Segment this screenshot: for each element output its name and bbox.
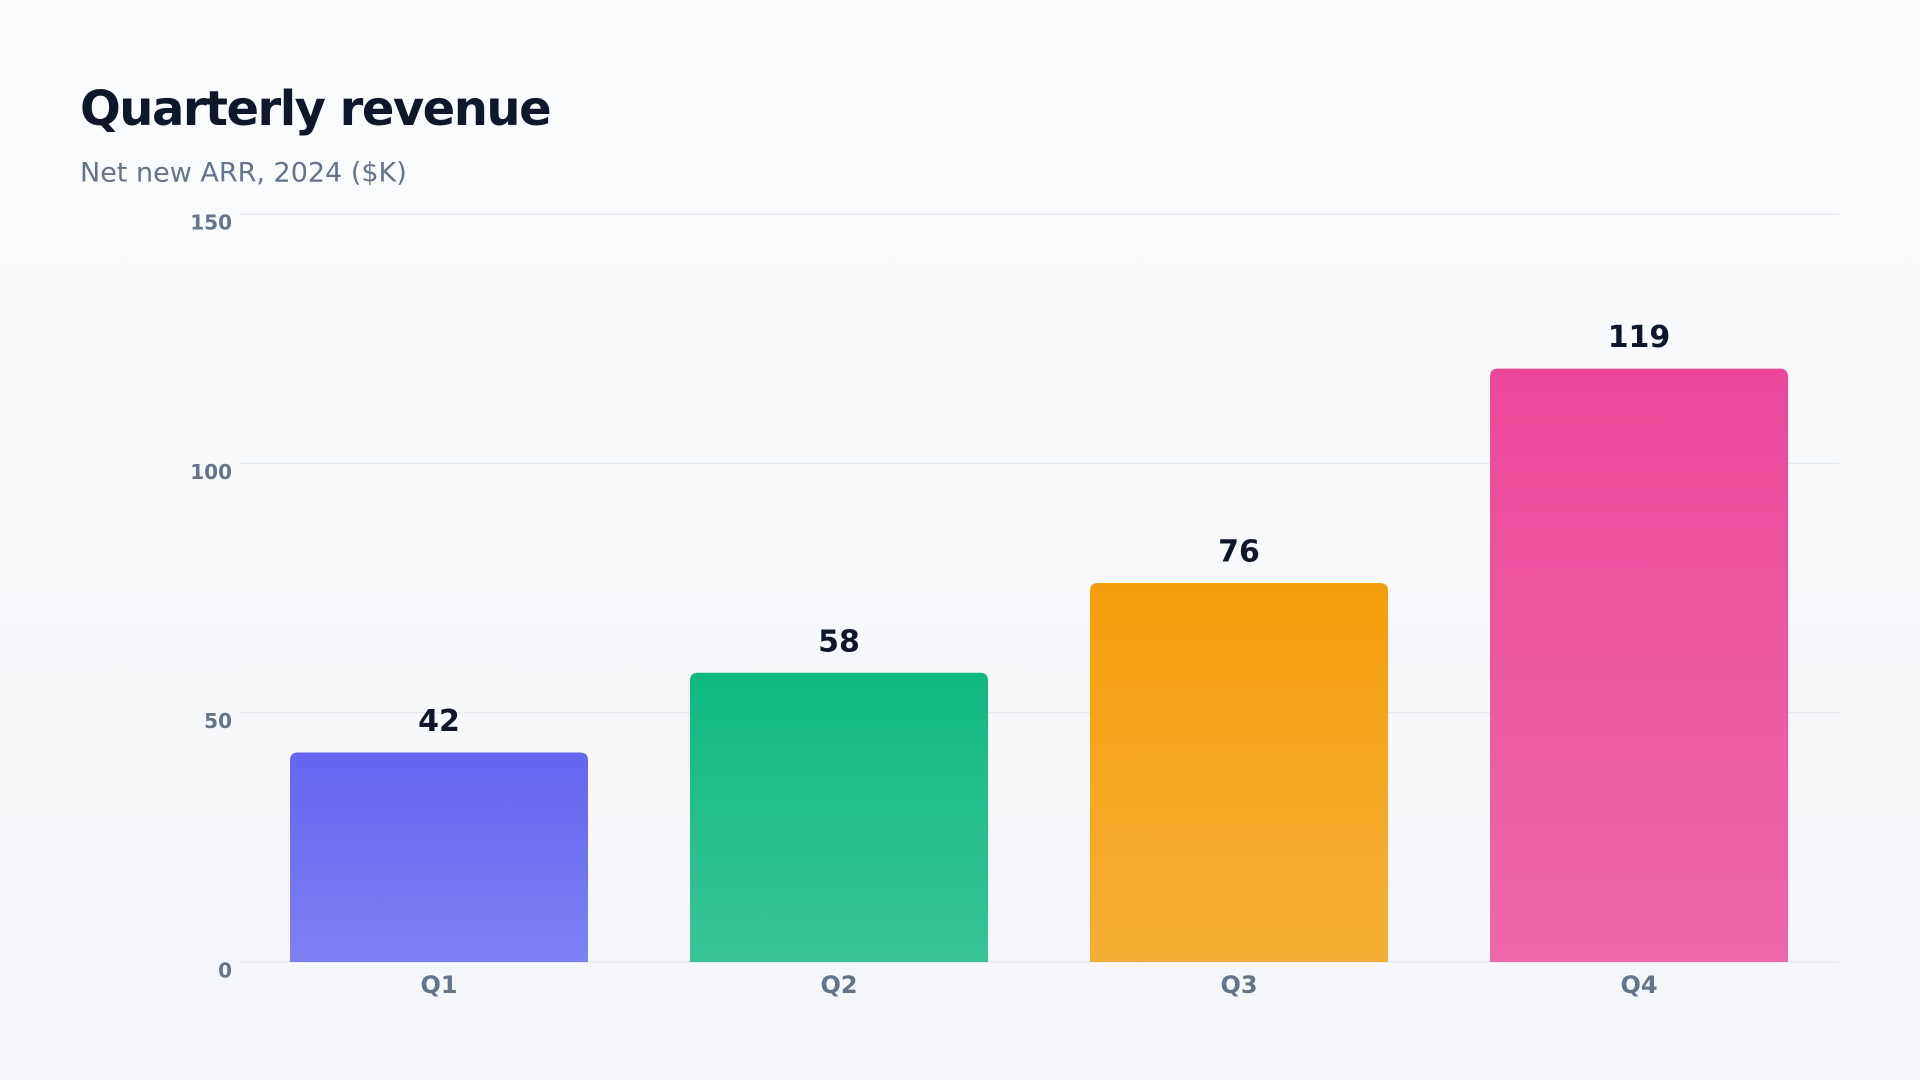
- chart-title: Quarterly revenue: [80, 81, 550, 137]
- bar: [1090, 583, 1388, 962]
- y-tick-label: 50: [204, 709, 232, 733]
- bar: [290, 752, 588, 962]
- value-label: 76: [1218, 535, 1260, 570]
- y-tick-label: 0: [218, 959, 232, 983]
- value-label: 42: [418, 704, 460, 739]
- y-tick-label: 100: [190, 460, 232, 484]
- bar: [1490, 368, 1788, 962]
- chart-subtitle: Net new ARR, 2024 ($K): [80, 158, 407, 189]
- y-tick-label: 150: [190, 211, 232, 235]
- x-tick-label: Q2: [820, 971, 857, 999]
- value-label: 119: [1608, 320, 1671, 355]
- x-tick-label: Q3: [1220, 971, 1257, 999]
- bar: [690, 672, 988, 962]
- x-tick-label: Q1: [420, 971, 457, 999]
- value-label: 58: [818, 624, 860, 659]
- x-tick-label: Q4: [1620, 971, 1657, 999]
